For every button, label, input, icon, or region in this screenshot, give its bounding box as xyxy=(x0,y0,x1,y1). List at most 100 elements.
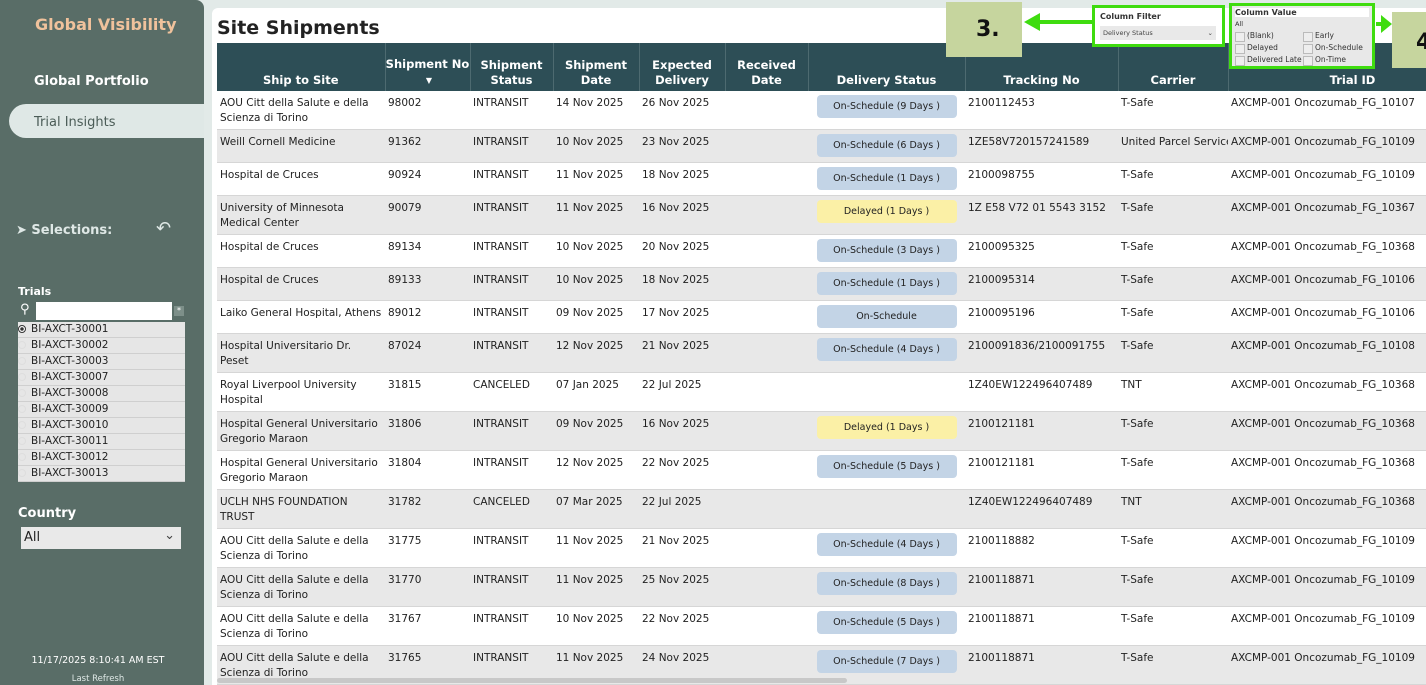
radio-button[interactable] xyxy=(18,469,26,477)
chevron-down-icon: ⌄ xyxy=(1207,29,1213,37)
table-row[interactable]: Laiko General Hospital, Athens 89012 INTRA… xyxy=(217,300,1426,334)
table-cell: INTRANSIT xyxy=(470,234,553,268)
trial-item[interactable]: BI-AXCT-30008 xyxy=(18,386,185,402)
radio-button[interactable] xyxy=(18,357,26,365)
table-cell: Delayed (1 Days ) xyxy=(808,411,965,451)
table-cell: On-Schedule (1 Days ) xyxy=(808,162,965,196)
table-cell: 11 Nov 2025 xyxy=(553,162,639,196)
table-cell: On-Schedule (5 Days ) xyxy=(808,450,965,490)
clear-selection-icon[interactable]: * xyxy=(174,306,184,316)
column-header[interactable]: Received Date xyxy=(725,43,809,91)
trial-item[interactable]: BI-AXCT-30001 xyxy=(18,322,185,338)
table-cell: Delayed (1 Days ) xyxy=(808,195,965,235)
table-row[interactable]: Hospital de Cruces 90924 INTRANSIT 11 Nov 2… xyxy=(217,162,1426,196)
trials-search-input[interactable] xyxy=(36,302,172,320)
table-row[interactable]: Hospital General Universitario Gregorio … xyxy=(217,411,1426,451)
column-header[interactable]: Shipment Status xyxy=(470,43,554,91)
column-header[interactable]: Shipment Date xyxy=(553,43,640,91)
table-row[interactable]: Weill Cornell Medicine 91362 INTRANSIT 10 N… xyxy=(217,129,1426,163)
table-row[interactable]: AOU Citt della Salute e della Scienza di… xyxy=(217,528,1426,568)
radio-button[interactable] xyxy=(18,325,26,333)
radio-button[interactable] xyxy=(18,421,26,429)
table-cell: T-Safe xyxy=(1118,645,1228,685)
table-row[interactable]: AOU Citt della Salute e della Scienza di… xyxy=(217,606,1426,646)
column-value-option[interactable]: On-Time xyxy=(1303,55,1346,66)
table-row[interactable]: Hospital de Cruces 89134 INTRANSIT 10 Nov 2… xyxy=(217,234,1426,268)
table-cell: 89133 xyxy=(385,267,470,301)
table-row[interactable]: Royal Liverpool University Hospital 31815… xyxy=(217,372,1426,412)
radio-button[interactable] xyxy=(18,405,26,413)
table-cell: AXCMP-001 Oncozumab_FG_10368 xyxy=(1228,234,1426,268)
column-value-selected[interactable]: All xyxy=(1235,20,1244,28)
table-cell: On-Schedule (4 Days ) xyxy=(808,528,965,568)
column-header[interactable]: Shipment No ▼ xyxy=(385,43,471,91)
table-cell: 2100118871 xyxy=(965,567,1118,607)
trial-label: BI-AXCT-30008 xyxy=(31,387,109,399)
table-cell: 1Z E58 V72 01 5543 3152 xyxy=(965,195,1118,235)
country-value: All xyxy=(24,530,41,545)
radio-button[interactable] xyxy=(18,389,26,397)
table-cell: 22 Nov 2025 xyxy=(639,606,725,646)
table-row[interactable]: Hospital de Cruces 89133 INTRANSIT 10 Nov 2… xyxy=(217,267,1426,301)
table-cell: On-Schedule (7 Days ) xyxy=(808,645,965,685)
trial-item[interactable]: BI-AXCT-30007 xyxy=(18,370,185,386)
reset-icon[interactable]: ↶ xyxy=(156,218,172,239)
table-cell: T-Safe xyxy=(1118,300,1228,334)
radio-button[interactable] xyxy=(18,453,26,461)
table-cell: AXCMP-001 Oncozumab_FG_10106 xyxy=(1228,267,1426,301)
table-row[interactable]: Hospital General Universitario Gregorio … xyxy=(217,450,1426,490)
table-cell: AXCMP-001 Oncozumab_FG_10109 xyxy=(1228,528,1426,568)
table-cell: Weill Cornell Medicine xyxy=(217,129,385,163)
table-row[interactable]: University of Minnesota Medical Center 90… xyxy=(217,195,1426,235)
column-value-option[interactable]: Delayed xyxy=(1235,43,1278,54)
trial-item[interactable]: BI-AXCT-30002 xyxy=(18,338,185,354)
table-cell xyxy=(725,91,808,130)
sidebar: Global Visibility Global Portfolio Trial… xyxy=(0,0,204,685)
column-value-option[interactable]: Early xyxy=(1303,31,1334,42)
radio-button[interactable] xyxy=(18,437,26,445)
trial-item[interactable]: BI-AXCT-30010 xyxy=(18,418,185,434)
trial-item[interactable]: BI-AXCT-30003 xyxy=(18,354,185,370)
highlight-column-filter xyxy=(1092,5,1225,47)
column-value-option[interactable]: (Blank) xyxy=(1235,31,1274,42)
trial-item[interactable]: BI-AXCT-30009 xyxy=(18,402,185,418)
table-cell: 12 Nov 2025 xyxy=(553,333,639,373)
column-header[interactable]: Carrier xyxy=(1118,43,1229,91)
trial-item[interactable]: BI-AXCT-30013 xyxy=(18,466,185,482)
trial-label: BI-AXCT-30002 xyxy=(31,339,109,351)
trial-item[interactable]: BI-AXCT-30011 xyxy=(18,434,185,450)
table-cell xyxy=(725,162,808,196)
trial-item[interactable]: BI-AXCT-30012 xyxy=(18,450,185,466)
table-cell: CANCELED xyxy=(470,489,553,529)
table-cell: Hospital General Universitario Gregorio … xyxy=(217,411,385,451)
nav-trial-insights[interactable]: Trial Insights xyxy=(9,104,204,138)
table-row[interactable]: AOU Citt della Salute e della Scienza di… xyxy=(217,567,1426,607)
column-value-option[interactable]: Delivered Late xyxy=(1235,55,1302,66)
table-row[interactable]: Hospital Universitario Dr. Peset 87024 INT… xyxy=(217,333,1426,373)
column-header[interactable]: Delivery Status xyxy=(808,43,966,91)
column-header[interactable]: Ship to Site xyxy=(217,43,386,91)
column-header-label: Received Date xyxy=(737,58,796,87)
column-value-option[interactable]: On-Schedule xyxy=(1303,43,1363,54)
radio-button[interactable] xyxy=(18,373,26,381)
table-row[interactable]: UCLH NHS FOUNDATION TRUST 31782 CANCELED 07… xyxy=(217,489,1426,529)
selections-label[interactable]: ➤ Selections: xyxy=(16,223,113,238)
trials-list[interactable]: BI-AXCT-30001 BI-AXCT-30002 BI-AXCT-30003 B… xyxy=(18,322,185,482)
column-header[interactable]: Tracking No xyxy=(965,43,1119,91)
table-cell xyxy=(725,606,808,646)
radio-button[interactable] xyxy=(18,341,26,349)
column-header-label: Shipment Date xyxy=(564,58,628,87)
table-cell: 31782 xyxy=(385,489,470,529)
column-filter-dropdown[interactable]: Delivery Status ⌄ xyxy=(1100,26,1216,40)
arrow-left-head xyxy=(1024,13,1040,31)
nav-global-portfolio[interactable]: Global Portfolio xyxy=(34,74,149,89)
trial-label: BI-AXCT-30012 xyxy=(31,451,109,463)
table-row[interactable]: AOU Citt della Salute e della Scienza di… xyxy=(217,91,1426,130)
column-header[interactable]: Expected Delivery xyxy=(639,43,726,91)
trial-label: BI-AXCT-30009 xyxy=(31,403,109,415)
table-cell: INTRANSIT xyxy=(470,195,553,235)
delivery-status-badge: Delayed (1 Days ) xyxy=(816,416,957,439)
country-dropdown[interactable]: All ⌄ xyxy=(21,527,181,549)
arrow-right xyxy=(1376,22,1382,26)
horizontal-scrollbar[interactable] xyxy=(217,678,847,683)
